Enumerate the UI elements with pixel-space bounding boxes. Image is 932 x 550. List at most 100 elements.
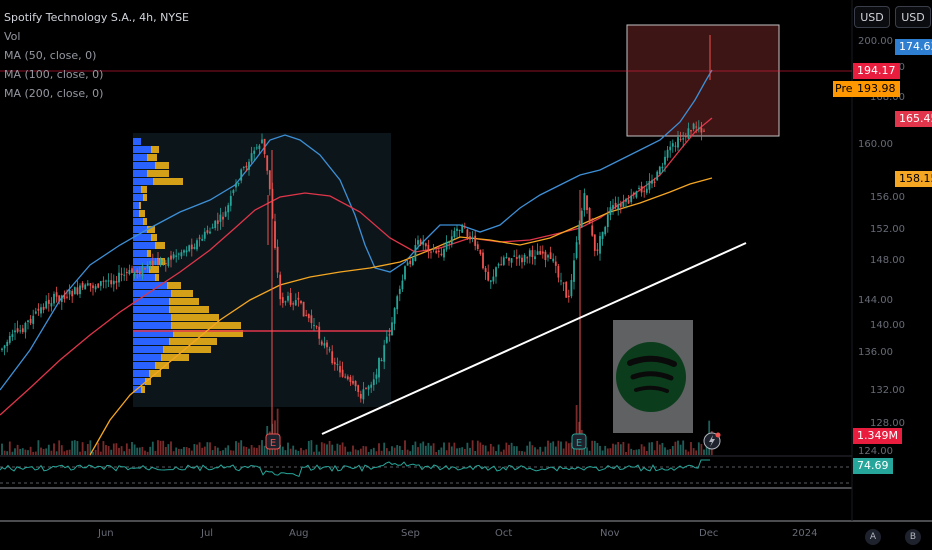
profile-bar-down <box>147 250 151 257</box>
candle <box>71 289 74 303</box>
earnings-icon[interactable]: E <box>571 433 587 450</box>
volume-label[interactable]: Vol <box>4 30 21 43</box>
volume-bar <box>365 446 367 455</box>
volume-bar <box>359 448 362 455</box>
ma-200-label[interactable]: MA (200, close, 0) <box>4 87 104 100</box>
candle <box>63 290 66 303</box>
candle <box>16 320 19 334</box>
profile-bar-up <box>133 242 155 249</box>
volume-bar <box>391 446 393 455</box>
profile-bar-down <box>151 146 159 153</box>
volume-bar <box>107 446 110 455</box>
auto-scale-button[interactable]: A <box>865 529 881 545</box>
volume-bar <box>198 442 201 455</box>
profile-bar-down <box>143 194 147 201</box>
candle <box>66 289 68 300</box>
candle <box>40 303 42 318</box>
profile-bar-down <box>151 234 157 241</box>
candle <box>523 253 526 266</box>
profile-bar-up <box>133 346 163 353</box>
volume-bar <box>445 450 448 455</box>
volume-bar <box>305 449 308 455</box>
volume-bar <box>149 446 152 455</box>
candle <box>658 165 661 176</box>
profile-bar-down <box>171 322 241 329</box>
profile-bar-up <box>133 218 143 225</box>
symbol-line[interactable]: Spotify Technology S.A., 4h, NYSE <box>4 11 190 24</box>
candle <box>125 268 128 282</box>
profile-bar-up <box>133 178 153 185</box>
candle <box>632 191 635 199</box>
candle <box>544 249 547 268</box>
candle <box>619 200 622 214</box>
candle <box>237 182 240 187</box>
target-zone-box[interactable] <box>626 24 780 137</box>
volume-bar <box>549 442 552 455</box>
candle <box>411 256 414 267</box>
candle <box>435 248 438 255</box>
trend-line[interactable] <box>321 242 747 435</box>
volume-bar <box>120 446 123 455</box>
earnings-icon[interactable]: E <box>265 433 281 450</box>
scale-mode-button[interactable]: B <box>905 529 921 545</box>
earnings-marker-text: E <box>270 438 276 449</box>
profile-bar-down <box>147 154 157 161</box>
currency-button-left[interactable]: USD <box>854 6 890 28</box>
candle <box>409 258 412 268</box>
profile-bar-down <box>149 266 159 273</box>
currency-button-right[interactable]: USD <box>895 6 931 28</box>
candle <box>146 261 149 273</box>
candle <box>625 197 627 209</box>
volume-bar <box>201 447 204 455</box>
volume-bar <box>404 440 406 455</box>
profile-bar-up <box>133 354 161 361</box>
time-axis-label: Aug <box>289 528 309 539</box>
candle <box>29 315 32 326</box>
volume-bar <box>47 444 50 455</box>
candle <box>635 190 638 199</box>
volume-bar <box>388 451 391 455</box>
price-axis-label: 152.00 <box>870 224 905 235</box>
candle <box>648 173 651 194</box>
volume-bar <box>679 444 682 455</box>
volume-bar <box>575 405 578 455</box>
ma-100-label[interactable]: MA (100, close, 0) <box>4 68 104 81</box>
volume-bar <box>557 440 560 455</box>
candle <box>547 253 549 262</box>
candle <box>622 194 625 209</box>
candle <box>14 322 16 340</box>
volume-bar <box>24 449 27 455</box>
volume-bar <box>45 448 48 455</box>
volume-bar <box>544 446 547 455</box>
candle <box>42 303 45 314</box>
ma-50-label[interactable]: MA (50, close, 0) <box>4 49 97 62</box>
volume-bar <box>154 450 157 455</box>
profile-bar-down <box>169 338 217 345</box>
volume-bar <box>196 444 198 455</box>
volume-bar <box>367 451 370 455</box>
profile-bar-down <box>155 242 165 249</box>
candle <box>580 207 583 228</box>
volume-bar <box>235 441 237 455</box>
candle <box>287 291 289 303</box>
ma-50-line <box>0 69 713 391</box>
candle <box>19 324 22 334</box>
volume-bar <box>536 449 539 455</box>
lightning-icon[interactable] <box>703 432 721 450</box>
volume-bar <box>66 450 68 455</box>
candle <box>367 384 370 396</box>
candle <box>328 346 331 353</box>
candle <box>279 271 282 306</box>
candle <box>604 225 607 237</box>
volume-bar <box>255 447 258 455</box>
candle <box>198 234 201 247</box>
candle <box>443 242 445 261</box>
volume-bar <box>341 442 344 455</box>
volume-bar <box>518 450 521 455</box>
candlesticks[interactable] <box>1 35 711 450</box>
volume-bar <box>643 446 646 455</box>
candle <box>638 185 640 190</box>
volume-bar <box>440 447 443 455</box>
candle <box>164 259 167 272</box>
